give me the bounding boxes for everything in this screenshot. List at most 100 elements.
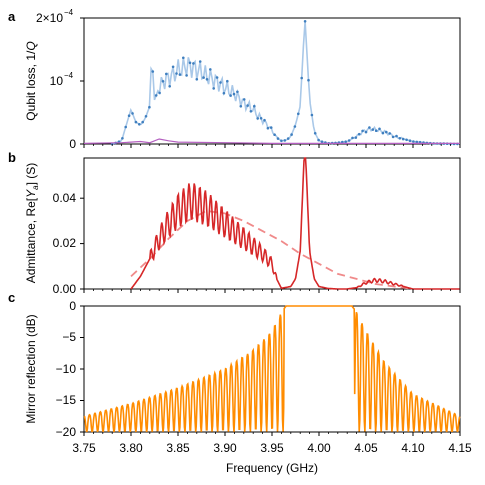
xtick-1: 3.80 [119,441,143,455]
series-a-point [138,123,141,126]
series-a-point [144,115,148,118]
ylabel-b: Admittance, Re[Ya] (S) [24,163,40,284]
series-a-point [185,74,188,77]
series-a-point [195,78,199,81]
series-a-point [344,140,348,143]
series-a-point [361,129,364,133]
series-a-point [381,131,385,135]
series-a-point [215,76,219,79]
series-a-point [249,110,253,113]
series-a-point [303,20,307,23]
series-a-point [192,62,195,65]
series-a-point [280,139,283,143]
xtick-8: 4.15 [448,441,472,455]
series-a-point [205,78,209,81]
plot-a [83,20,460,146]
series-b-dashed-line [130,209,414,290]
series-a-point [412,140,415,143]
panel-label-b: b [8,150,16,165]
series-a-point [239,105,243,108]
series-a-point [124,125,127,129]
ytick-c-0: 0 [69,299,76,313]
ytick-a-2-exp: −4 [64,8,74,17]
xtick-3: 3.90 [213,441,237,455]
series-a-point [263,118,266,122]
series-a-point [121,137,124,140]
series-a-point [310,113,314,117]
series-a-point [253,104,256,108]
plot-c [83,305,461,433]
series-a-point [198,60,202,63]
series-a-point [276,137,280,140]
xlabel: Frequency (GHz) [226,461,318,475]
plot-b [130,157,460,290]
series-a-point [226,79,229,83]
series-a-point [212,87,215,90]
ytick-a-1-exp: −4 [64,71,74,80]
series-a-point [232,92,236,96]
series-a-point [385,130,388,134]
series-a-point [371,128,375,131]
series-c-line [83,305,461,433]
series-a-point [242,98,246,101]
series-a-point [368,126,371,129]
series-a-point [286,137,290,140]
series-a-point [283,139,287,142]
ylabel-c: Mirror reflection (dB) [24,314,38,423]
xtick-7: 4.10 [401,441,425,455]
series-a-point [307,78,310,82]
series-a-point [161,80,165,83]
xtick-2: 3.85 [166,441,190,455]
series-a-point [158,91,161,95]
series-a-point [246,104,249,107]
series-a-point [290,133,293,136]
series-a-point [229,94,232,97]
tick-marks [80,17,461,436]
series-a-point [297,112,300,116]
series-a-point [357,132,361,136]
series-a-point [222,91,226,95]
series-a-point [398,137,402,140]
ylabel-a: Qubit loss, 1/Q [24,41,38,120]
series-a-point [405,138,408,142]
series-a-point [269,126,273,129]
series-a-point [313,132,317,135]
ytick-b-0: 0.00 [53,282,77,296]
panel-label-a: a [8,9,16,24]
series-a-point [148,105,151,109]
series-a-point [300,76,304,80]
ytick-a-2: 2×10 [36,11,63,25]
ytick-c-4: −20 [56,425,77,439]
series-a-point [168,85,171,88]
series-a-point [374,129,378,132]
ytick-a-0: 0 [69,137,76,151]
xtick-6: 4.05 [354,441,378,455]
series-a-point [273,133,276,136]
series-a-point [391,135,395,139]
series-a-point [141,120,144,124]
panel-label-c: c [8,290,15,305]
series-a-point [131,112,134,115]
series-a-point [388,132,392,135]
series-a-line [111,21,460,145]
ytick-c-3: −15 [56,393,77,407]
series-a-point [415,140,419,144]
ytick-b-2: 0.04 [53,191,77,205]
series-a-point [259,117,263,120]
series-a-point [171,65,175,69]
series-a-point [364,130,368,134]
xtick-0: 3.75 [72,441,96,455]
series-a-point [202,76,205,79]
series-a-point [341,140,344,144]
series-a-point [408,139,412,142]
series-a-point [165,72,168,76]
series-a-point [151,70,155,73]
series-a-point [354,136,358,139]
series-a-point [317,138,320,142]
series-a-point [266,126,270,130]
series-a-point [188,61,192,65]
series-a-purple-line [83,138,460,144]
ytick-b-1: 0.02 [53,236,77,250]
xtick-4: 3.95 [260,441,284,455]
